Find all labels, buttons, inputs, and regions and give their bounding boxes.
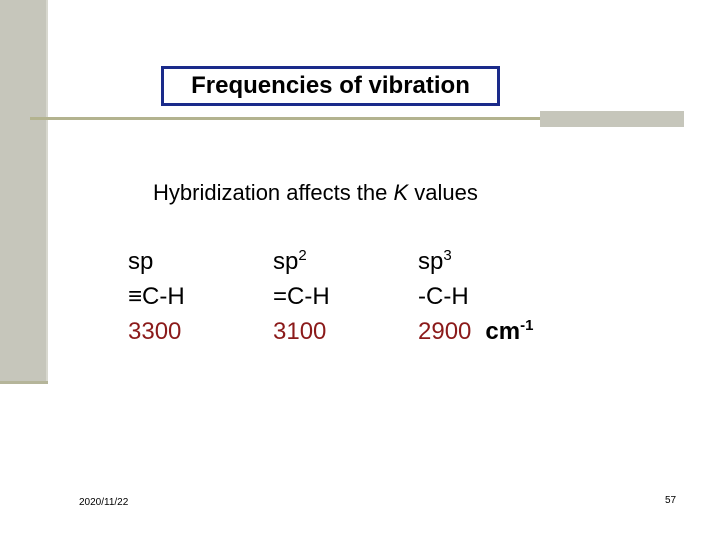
wavenumber-row: 2900 cm-1 [418, 314, 533, 349]
bond-label: ≡C-H [128, 283, 185, 310]
column-sp3: sp3 -C-H 2900 cm-1 [418, 244, 533, 349]
left-bar-edge [46, 0, 48, 383]
unit-superscript: -1 [520, 317, 534, 334]
left-decorative-bar [0, 0, 46, 383]
header-divider-block [540, 111, 684, 127]
hybridization-superscript: 2 [298, 247, 307, 264]
wavenumber-value: 3100 [273, 318, 327, 345]
wavenumber-value: 2900 [418, 318, 472, 345]
subtitle-variable: K [393, 180, 409, 205]
left-bar-tick [0, 381, 48, 384]
slide-subtitle: Hybridization affects the K values [153, 180, 478, 206]
slide-title: Frequencies of vibration [191, 72, 470, 99]
page-number: 57 [665, 495, 677, 506]
unit-base: cm [485, 318, 521, 345]
hybridization-superscript: 3 [443, 247, 452, 264]
hybridization-label: sp3 [418, 244, 533, 279]
bond-label: =C-H [273, 283, 330, 310]
header-divider-line [30, 117, 540, 120]
hybridization-text: sp [273, 248, 299, 275]
subtitle-suffix: values [408, 180, 478, 205]
footer-date: 2020/11/22 [79, 497, 129, 508]
hybridization-label: sp [128, 244, 185, 279]
wavenumber-value: 3300 [128, 318, 182, 345]
title-box: Frequencies of vibration [161, 66, 500, 106]
hybridization-text: sp [128, 248, 154, 275]
column-sp: sp ≡C-H 3300 [128, 244, 185, 349]
wavenumber-unit: cm-1 [485, 318, 533, 345]
subtitle-prefix: Hybridization affects the [153, 180, 394, 205]
hybridization-text: sp [418, 248, 444, 275]
bond-label: -C-H [418, 283, 469, 310]
column-sp2: sp2 =C-H 3100 [273, 244, 330, 349]
hybridization-label: sp2 [273, 244, 330, 279]
